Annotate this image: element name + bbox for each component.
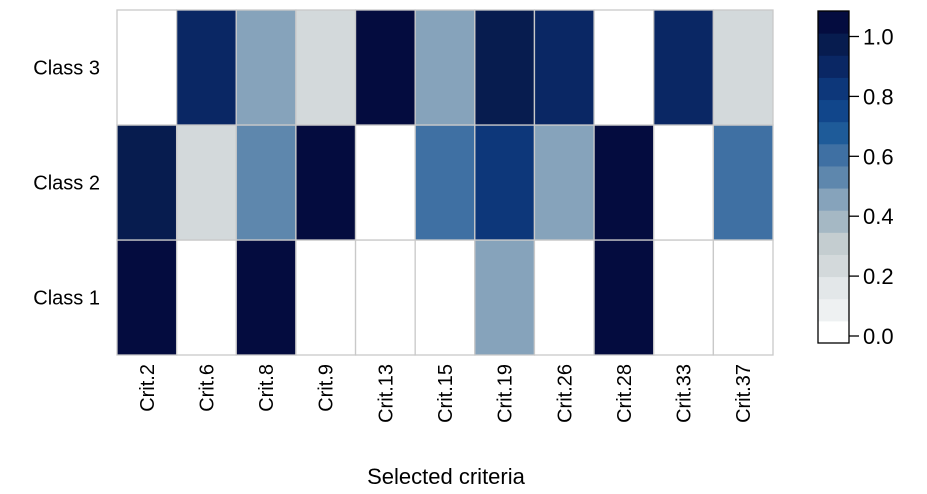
colorbar-swatch <box>818 188 849 211</box>
heatmap-cell <box>354 239 416 356</box>
colorbar-swatch <box>818 210 849 233</box>
heatmap-cell <box>295 239 357 356</box>
colorbar-swatch <box>818 320 849 344</box>
heatmap-cell <box>533 9 595 126</box>
column-label: Crit.8 <box>256 364 278 412</box>
heatmap-cell <box>116 124 178 241</box>
colorbar-border <box>817 10 850 344</box>
heatmap-cell <box>295 9 357 126</box>
colorbar-tick-label: 1.0 <box>863 25 894 50</box>
heatmap-cell <box>235 124 297 241</box>
heatmap-cell <box>712 239 774 356</box>
heatmap-cell <box>414 9 476 126</box>
column-label: Crit.19 <box>495 364 517 423</box>
heatmap-cell <box>593 239 655 356</box>
heatmap-cell <box>533 124 595 241</box>
colorbar-swatch <box>818 11 849 34</box>
row-label: Class 3 <box>33 58 100 80</box>
column-label: Crit.9 <box>316 364 338 412</box>
column-label: Crit.15 <box>435 364 457 423</box>
row-label: Class 2 <box>33 173 100 195</box>
colorbar-swatch <box>818 232 849 255</box>
column-label: Crit.26 <box>554 364 576 423</box>
heatmap-cell <box>235 9 297 126</box>
row-labels: Class 1 Class 2 Class 3 <box>33 58 100 310</box>
heatmap-cell <box>593 124 655 241</box>
colorbar-swatch <box>818 33 849 56</box>
column-label: Crit.13 <box>375 364 397 423</box>
colorbar-swatch <box>818 99 849 123</box>
colorbar-swatch <box>818 77 849 101</box>
heatmap-cell <box>116 239 178 356</box>
heatmap-cell <box>712 124 774 241</box>
heatmap-cell <box>653 9 715 126</box>
heatmap-cell <box>175 9 237 126</box>
colorbar: 0.0 0.2 0.4 0.6 0.8 1.0 <box>817 10 894 349</box>
heatmap-cell <box>474 239 536 356</box>
heatmap-cell <box>175 239 237 356</box>
column-label: Crit.28 <box>614 364 636 423</box>
colorbar-tick-label: 0.6 <box>863 144 894 169</box>
column-label: Crit.2 <box>137 364 159 412</box>
heatmap-cell <box>175 124 237 241</box>
heatmap-cell <box>593 9 655 126</box>
column-labels: Crit.2 Crit.6 Crit.8 Crit.9 Crit.13 Crit.15 Cr… <box>137 364 755 423</box>
heatmap-cell <box>712 9 774 126</box>
colorbar-swatch <box>818 276 849 300</box>
heatmap-cell <box>116 9 178 126</box>
heatmap-cell <box>354 124 416 241</box>
heatmap-cell <box>235 239 297 356</box>
colorbar-swatch <box>818 143 849 167</box>
colorbar-tick-label: 0.4 <box>863 204 894 229</box>
heatmap-cell <box>474 9 536 126</box>
column-label: Crit.33 <box>674 364 696 423</box>
colorbar-swatch <box>818 55 849 78</box>
colorbar-swatch <box>818 298 849 322</box>
heatmap-cells <box>116 9 774 356</box>
colorbar-swatch <box>818 254 849 278</box>
heatmap-cell <box>414 124 476 241</box>
heatmap-cell <box>474 124 536 241</box>
heatmap-cell <box>533 239 595 356</box>
colorbar-tick-label: 0.2 <box>863 264 894 289</box>
colorbar-tick-label: 0.0 <box>863 324 894 349</box>
heatmap-cell <box>414 239 476 356</box>
heatmap-cell <box>354 9 416 126</box>
colorbar-tick-label: 0.8 <box>863 84 894 109</box>
x-axis-label: Selected criteria <box>367 464 526 489</box>
heatmap-cell <box>295 124 357 241</box>
heatmap-cell <box>653 124 715 241</box>
colorbar-swatch <box>818 165 849 189</box>
column-label: Crit.37 <box>733 364 755 423</box>
colorbar-swatch <box>818 121 849 145</box>
column-label: Crit.6 <box>196 364 218 412</box>
heatmap-cell <box>653 239 715 356</box>
row-label: Class 1 <box>33 288 100 310</box>
